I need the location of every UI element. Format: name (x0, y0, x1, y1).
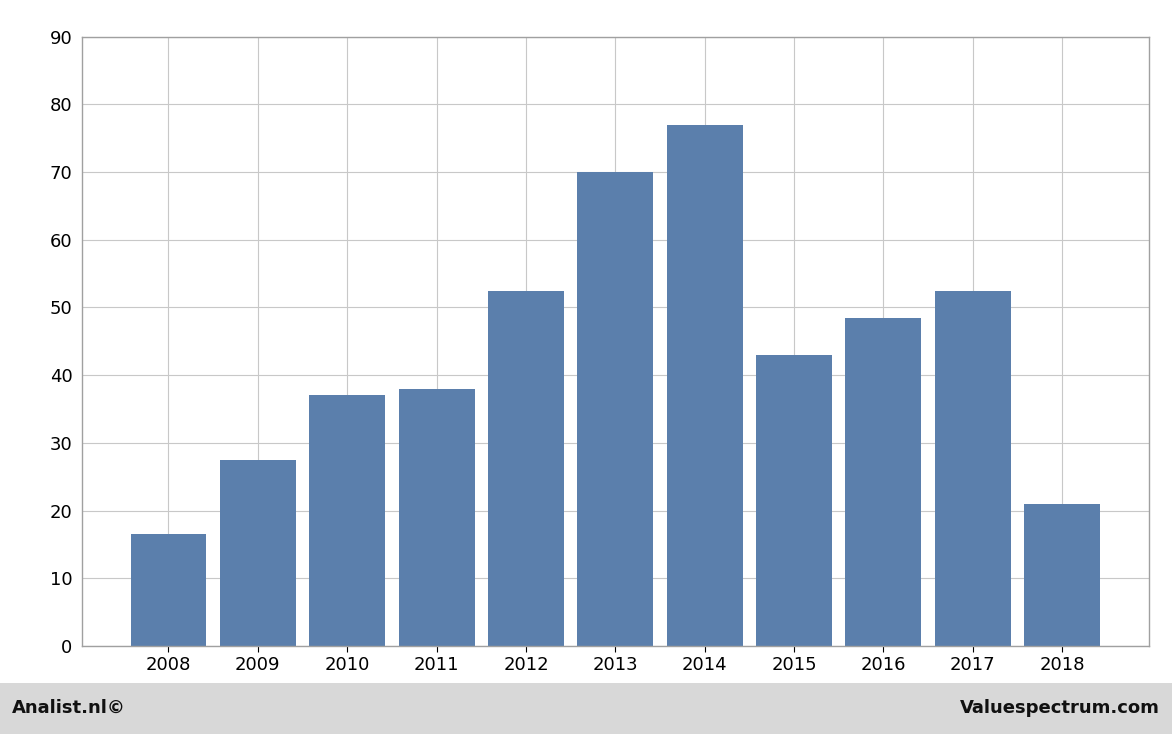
Bar (1024, 504, 1101, 646)
Bar (488, 291, 564, 646)
Bar (845, 318, 921, 646)
Bar (398, 389, 475, 646)
Bar (667, 125, 743, 646)
Text: Analist.nl©: Analist.nl© (12, 700, 125, 717)
Bar (309, 396, 386, 646)
Bar (130, 534, 206, 646)
Bar (756, 355, 832, 646)
Bar (220, 459, 295, 646)
Bar (578, 172, 653, 646)
Bar (935, 291, 1010, 646)
Text: Valuespectrum.com: Valuespectrum.com (960, 700, 1160, 717)
